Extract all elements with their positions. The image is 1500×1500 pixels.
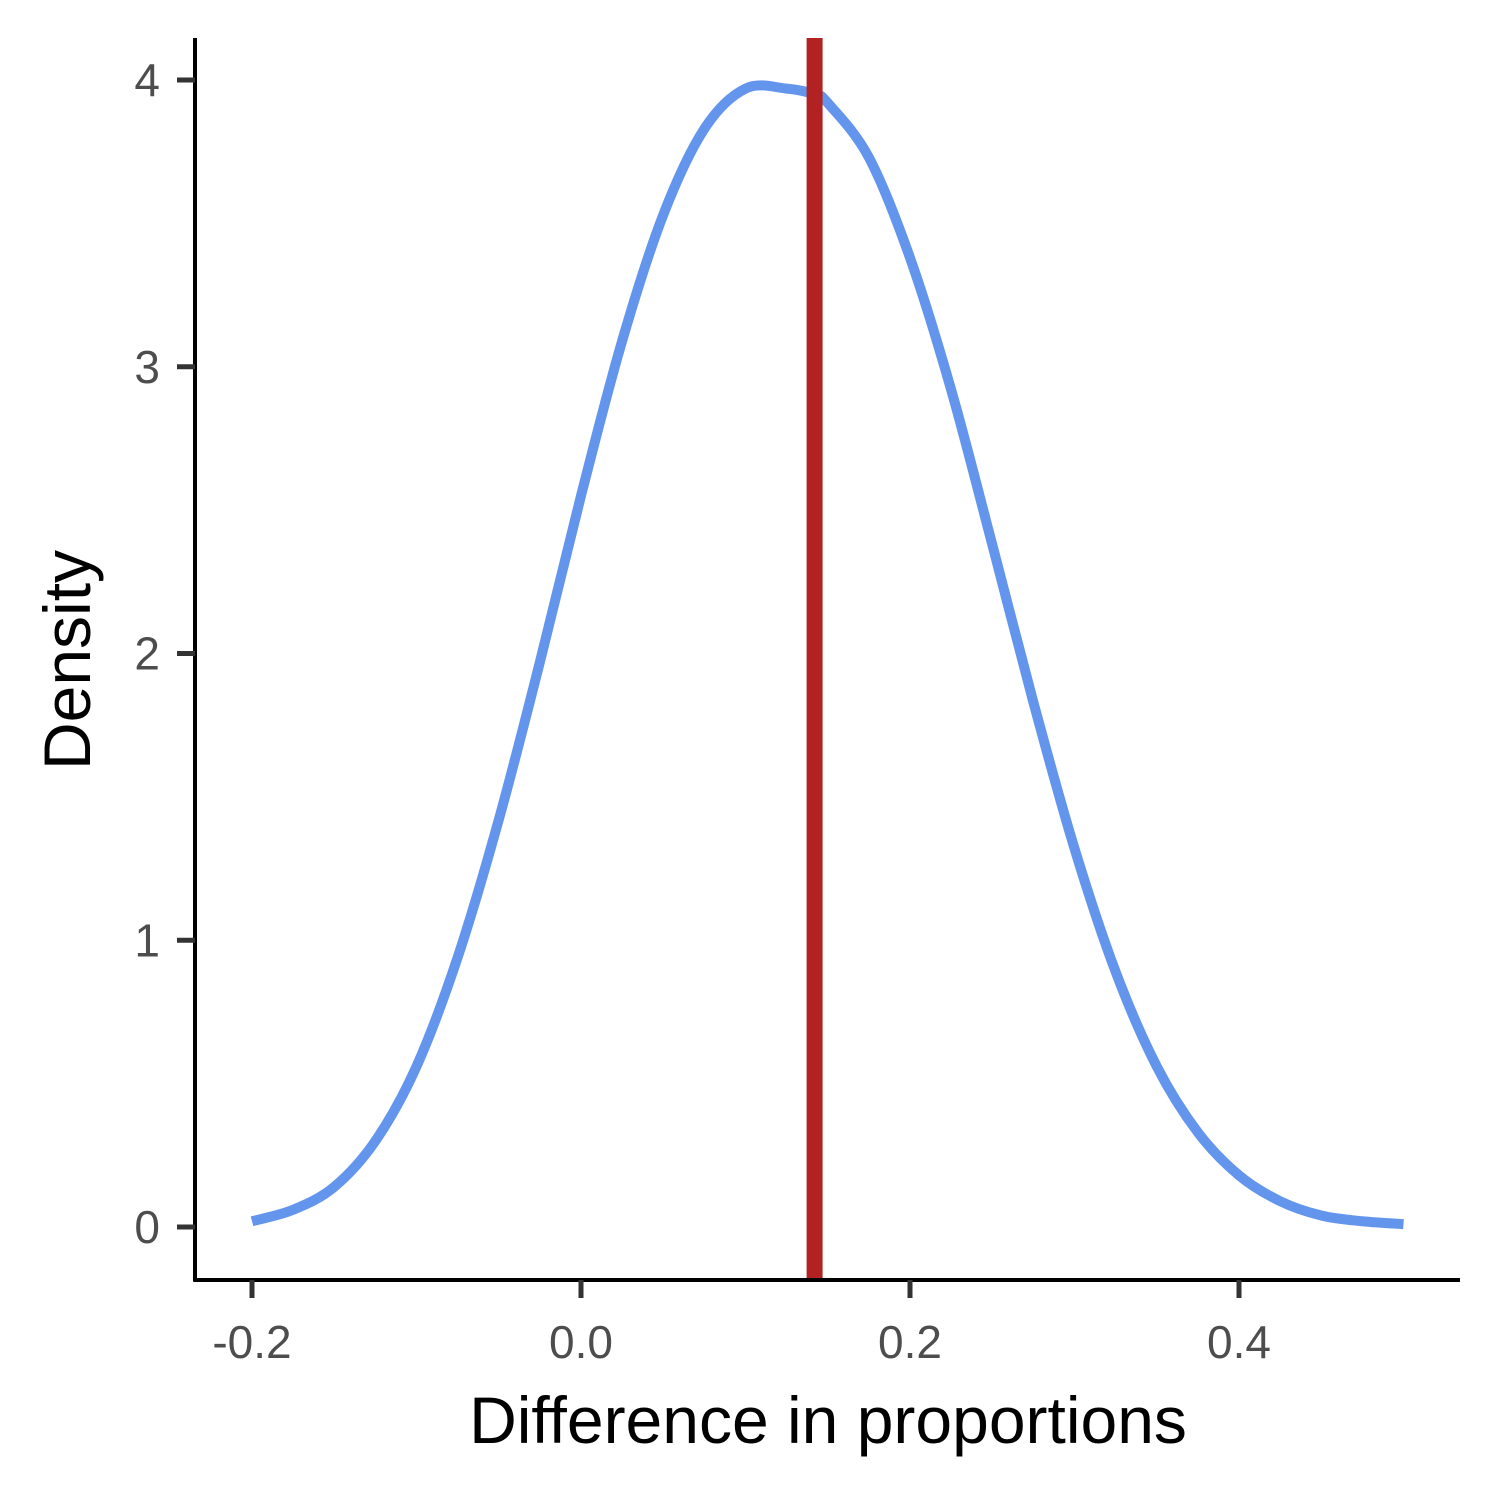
density-curve-0 <box>250 80 1404 1230</box>
x-tick-label-1: 0.0 <box>549 1316 613 1368</box>
x-axis-title: Difference in proportions <box>469 1383 1187 1457</box>
x-tick-label-0: -0.2 <box>212 1316 291 1368</box>
x-tick-label-2: 0.2 <box>878 1316 942 1368</box>
y-axis-title: Density <box>30 550 104 770</box>
y-tick-label-1: 1 <box>134 914 160 966</box>
y-tick-label-2: 2 <box>134 628 160 680</box>
curve-layer <box>250 80 1404 1230</box>
y-tick-label-0: 0 <box>134 1201 160 1253</box>
x-tick-label-3: 0.4 <box>1207 1316 1271 1368</box>
y-tick-label-4: 4 <box>134 54 160 106</box>
y-tick-label-3: 3 <box>134 341 160 393</box>
axes-layer <box>177 38 1460 1298</box>
tick-labels-layer: -0.2 0.0 0.2 0.4 0 1 2 3 4 <box>134 54 1271 1368</box>
